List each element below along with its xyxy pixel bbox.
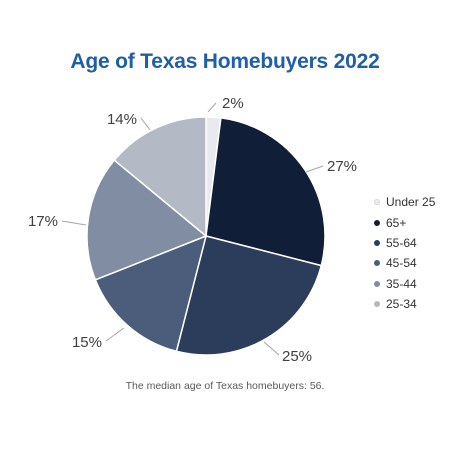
legend-swatch [374, 219, 380, 226]
legend-item: 35-44 [374, 274, 435, 294]
data-label-65-: 27% [327, 158, 357, 175]
legend-item: 65+ [374, 212, 435, 232]
legend-label: 45-54 [386, 256, 417, 271]
leader-line [207, 102, 217, 113]
chart-title: Age of Texas Homebuyers 2022 [70, 50, 380, 73]
data-label-under-25: 2% [222, 95, 244, 112]
leader-line [105, 327, 125, 342]
leader-line [263, 341, 280, 356]
legend-label: Under 25 [386, 195, 436, 210]
leader-line [140, 117, 151, 131]
legend-swatch [374, 260, 380, 267]
data-label-35-44: 17% [28, 213, 58, 230]
pie-slice-55-64 [175, 235, 323, 356]
legend-item: 25-34 [374, 294, 435, 314]
legend-label: 65+ [386, 215, 407, 230]
legend-swatch [374, 301, 380, 308]
pie-slice-45-54 [94, 234, 208, 353]
pie-slice-65- [205, 117, 326, 267]
leader-line [61, 220, 87, 226]
legend-label: 55-64 [386, 235, 417, 250]
data-label-25-34: 14% [107, 111, 137, 128]
legend-item: 45-54 [374, 253, 435, 273]
legend-swatch [374, 199, 380, 206]
data-label-55-64: 25% [282, 348, 312, 365]
leader-line [305, 165, 324, 173]
legend-item: Under 25 [374, 192, 435, 212]
legend-label: 25-34 [386, 297, 417, 312]
pie-slice-25-34 [113, 116, 207, 238]
legend-label: 35-44 [386, 276, 417, 291]
chart-legend: Under 25 65+ 55-64 45-54 35-44 25-34 [374, 192, 435, 314]
legend-swatch [374, 280, 380, 287]
chart-footnote: The median age of Texas homebuyers: 56. [125, 380, 325, 392]
data-label-45-54: 15% [72, 334, 102, 351]
pie-slice-35-44 [86, 159, 208, 281]
legend-item: 55-64 [374, 233, 435, 253]
legend-swatch [374, 239, 380, 246]
